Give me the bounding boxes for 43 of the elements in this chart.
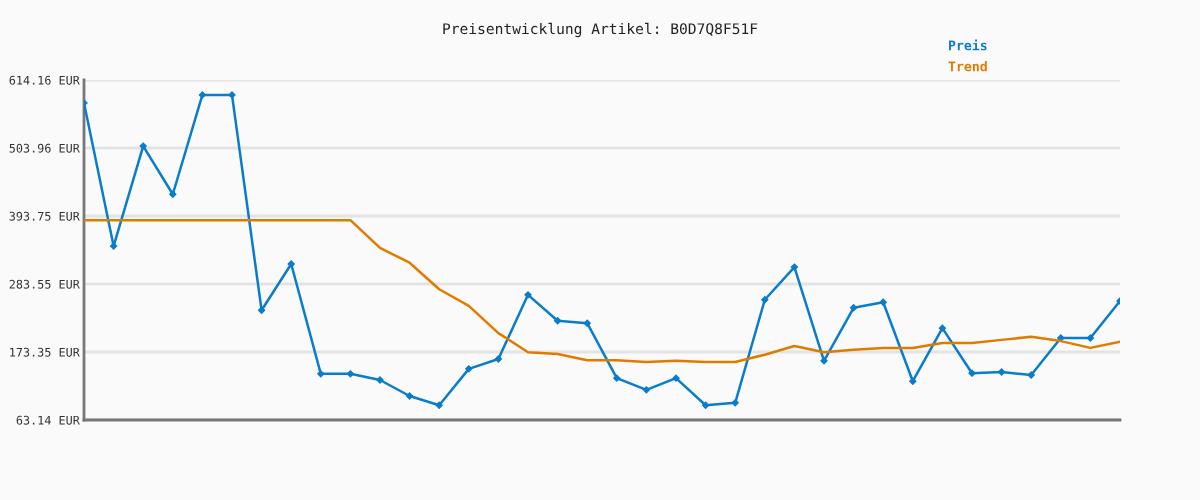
point <box>879 298 887 306</box>
point <box>405 392 414 400</box>
point <box>672 374 680 382</box>
point <box>583 319 591 327</box>
y-tick-label: 393.75 EUR <box>9 211 80 221</box>
point <box>1057 334 1065 342</box>
point <box>849 304 858 312</box>
point <box>642 386 651 394</box>
y-tick-label: 173.35 EUR <box>10 347 80 357</box>
point <box>139 142 147 150</box>
point <box>968 369 976 377</box>
y-tick-label: 614.16 EUR <box>9 75 80 85</box>
point <box>287 260 295 268</box>
point <box>317 370 325 378</box>
point <box>701 401 710 409</box>
point <box>1027 371 1035 379</box>
point <box>346 370 355 378</box>
point <box>731 399 739 407</box>
line-series <box>84 91 1120 409</box>
line-series <box>84 218 1120 364</box>
point <box>198 91 207 99</box>
point <box>109 242 118 250</box>
point <box>997 368 1006 376</box>
point <box>938 324 947 332</box>
text: Preis <box>949 39 987 51</box>
point <box>435 401 443 409</box>
point <box>820 357 828 365</box>
point <box>524 291 532 299</box>
y-tick-label: 283.55 EUR <box>9 279 80 289</box>
y-tick-label: 63.14 EUR <box>16 415 80 425</box>
text: Trend <box>948 61 987 72</box>
y-tick-label: 503.96 EUR <box>9 143 80 153</box>
point <box>1086 334 1095 342</box>
point <box>228 91 236 99</box>
point <box>494 355 503 363</box>
point <box>790 263 799 271</box>
point <box>909 377 917 385</box>
chart-title: Preisentwicklung Artikel: B0D7Q8F51F <box>443 22 758 38</box>
point <box>169 190 177 198</box>
point <box>613 374 621 382</box>
point <box>465 365 473 373</box>
point <box>553 317 562 325</box>
point <box>761 296 769 304</box>
